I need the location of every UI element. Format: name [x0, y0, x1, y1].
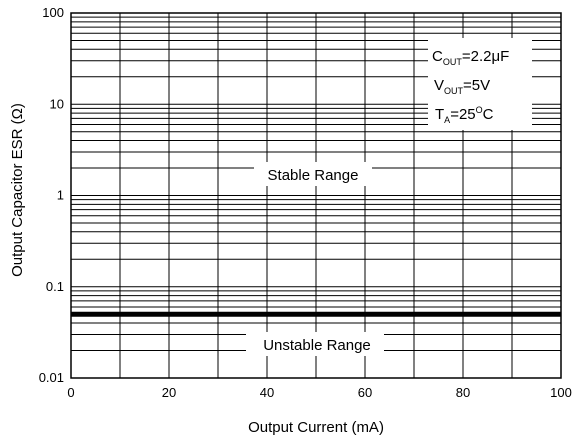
x-tick-label: 40 [260, 385, 274, 400]
stable-label-bg [254, 162, 372, 186]
y-tick-label: 10 [50, 96, 64, 111]
y-tick-labels: 0.01 0.1 1 10 100 [39, 5, 64, 385]
vout-condition: VOUT=5V [434, 77, 490, 96]
x-tick-label: 20 [162, 385, 176, 400]
y-tick-label: 100 [42, 5, 64, 20]
conditions-bg [428, 38, 532, 130]
x-tick-label: 60 [358, 385, 372, 400]
y-tick-label: 0.1 [46, 279, 64, 294]
unstable-range-label: Unstable Range [263, 337, 371, 354]
x-tick-label: 0 [67, 385, 74, 400]
unstable-label-bg [246, 332, 384, 356]
ta-condition: TA=25OC [435, 105, 494, 125]
x-tick-labels: 0 20 40 60 80 100 [67, 385, 571, 400]
y-axis-title: Output Capacitor ESR (Ω) [9, 103, 26, 277]
y-tick-label: 1 [57, 188, 64, 203]
stable-range-label: Stable Range [268, 167, 359, 184]
x-tick-label: 100 [550, 385, 572, 400]
plot-frame [70, 12, 562, 379]
y-tick-label: 0.01 [39, 370, 64, 385]
x-axis-title: Output Current (mA) [248, 419, 384, 436]
x-tick-label: 80 [456, 385, 470, 400]
cout-condition: COUT=2.2μF [432, 48, 509, 67]
